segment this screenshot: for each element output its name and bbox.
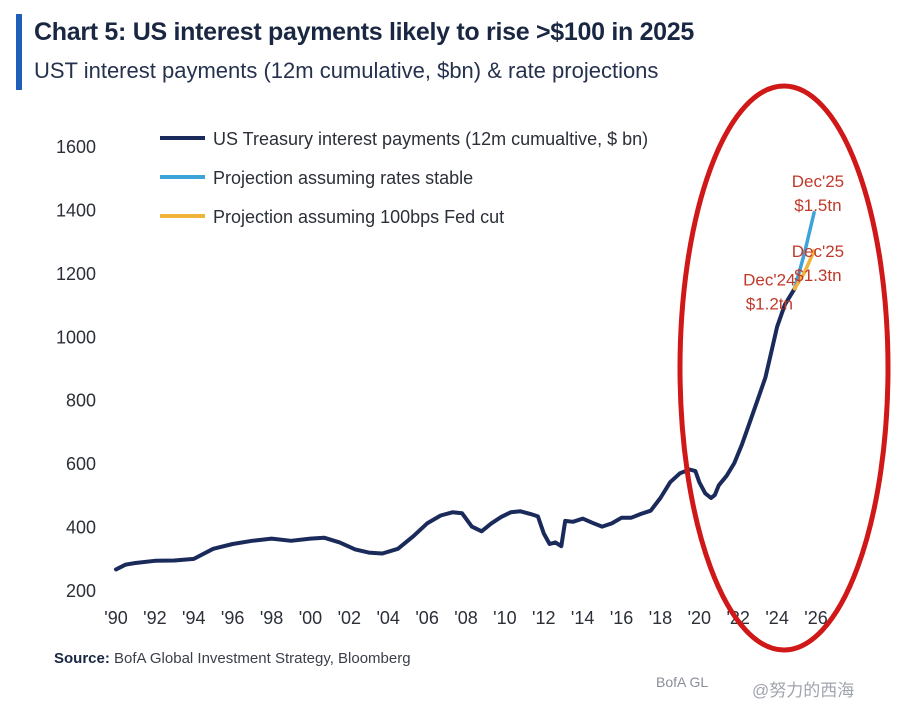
legend-label-3: Projection assuming 100bps Fed cut — [213, 207, 504, 227]
series-line-3 — [792, 248, 816, 291]
y-tick-label: 1200 — [56, 264, 96, 284]
series-lines — [114, 210, 816, 572]
legend: US Treasury interest payments (12m cumua… — [160, 129, 648, 227]
x-tick-label: '02 — [338, 608, 361, 628]
series-line-2 — [792, 210, 816, 291]
x-tick-label: '16 — [610, 608, 633, 628]
y-tick-label: 200 — [66, 581, 96, 601]
chart-title: Chart 5: US interest payments likely to … — [34, 18, 694, 46]
x-tick-label: '12 — [532, 608, 555, 628]
annotation-value-2: $1.3tn — [794, 266, 841, 285]
chart-subtitle: UST interest payments (12m cumulative, $… — [34, 58, 659, 83]
source-label: Source: — [54, 650, 110, 667]
highlight-ellipse — [677, 83, 891, 653]
y-tick-label: 1000 — [56, 327, 96, 347]
x-tick-label: '04 — [376, 608, 399, 628]
brand-text: BofA GL — [656, 674, 709, 690]
annotation-date-3: Dec'24 — [743, 271, 795, 290]
x-tick-label: '06 — [415, 608, 438, 628]
series-line-1 — [114, 286, 797, 572]
x-axis-ticks: '90 '92 '94 '96 '98 '00 '02 '04 '06 '08 '10 '12 '14 '… — [104, 608, 827, 628]
y-tick-label: 1400 — [56, 200, 96, 220]
x-tick-label: '96 — [221, 608, 244, 628]
legend-label-2: Projection assuming rates stable — [213, 168, 473, 188]
x-tick-label: '14 — [571, 608, 594, 628]
x-tick-label: '98 — [260, 608, 283, 628]
x-tick-label: '90 — [104, 608, 127, 628]
x-tick-label: '20 — [688, 608, 711, 628]
source-note: Source: BofA Global Investment Strategy,… — [54, 650, 411, 667]
source-text: BofA Global Investment Strategy, Bloombe… — [114, 650, 411, 667]
y-tick-label: 400 — [66, 518, 96, 538]
x-tick-label: '94 — [182, 608, 205, 628]
annotation-date-1: Dec'25 — [792, 172, 844, 191]
x-tick-label: '24 — [765, 608, 788, 628]
y-tick-label: 600 — [66, 454, 96, 474]
x-tick-label: '26 — [804, 608, 827, 628]
x-tick-label: '92 — [143, 608, 166, 628]
annotation-date-2: Dec'25 — [792, 242, 844, 261]
annotation-value-1: $1.5tn — [794, 196, 841, 215]
watermark: @努力的西海 — [752, 681, 855, 700]
x-tick-label: '08 — [454, 608, 477, 628]
x-tick-label: '18 — [649, 608, 672, 628]
y-tick-label: 800 — [66, 391, 96, 411]
legend-label-1: US Treasury interest payments (12m cumua… — [213, 129, 648, 149]
y-axis-ticks: 200 400 600 800 1000 1200 1400 1600 — [56, 137, 96, 601]
y-tick-label: 1600 — [56, 137, 96, 157]
annotation-value-3: $1.2tn — [746, 295, 793, 314]
x-tick-label: '00 — [299, 608, 322, 628]
x-tick-label: '10 — [493, 608, 516, 628]
title-accent-bar — [16, 14, 22, 90]
